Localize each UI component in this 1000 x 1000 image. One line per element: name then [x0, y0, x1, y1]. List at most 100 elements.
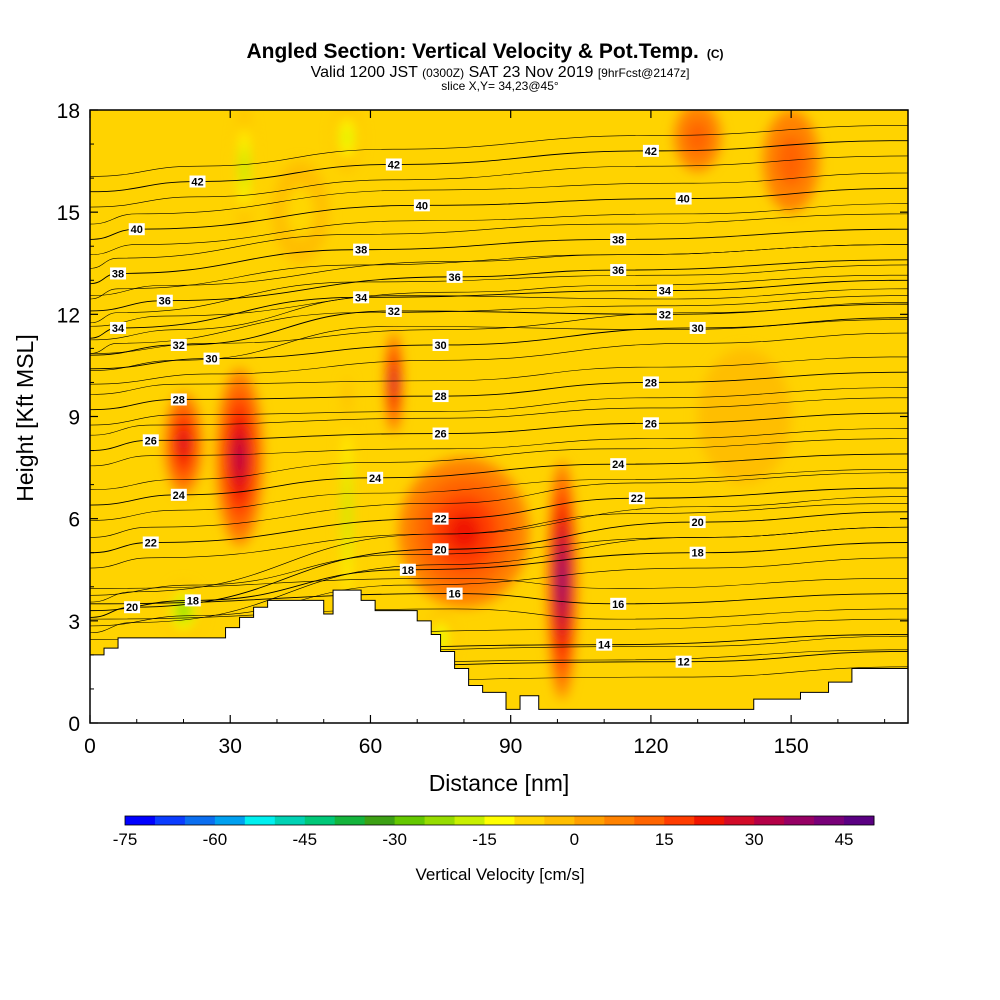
isentrope-18	[90, 542, 908, 612]
colorbar-swatch	[694, 816, 725, 825]
isentrope-label: 40	[675, 192, 692, 206]
isentrope-label-box	[110, 267, 127, 280]
y-tick-label: 9	[68, 407, 80, 430]
isentrope-label-text: 18	[187, 595, 199, 607]
colorbar-swatch	[304, 816, 336, 825]
colorbar-tick-label: 15	[655, 830, 674, 849]
isentrope-label-text: 38	[355, 245, 367, 257]
colorbar-ticks: -75 -60 -45 -30 -15 0 15 30 45	[113, 830, 854, 849]
colorbar-swatch	[125, 816, 156, 825]
isentrope-16	[90, 593, 908, 605]
colorbar-tick-label: -30	[382, 830, 407, 849]
isentrope-label-box	[189, 175, 206, 188]
isentrope-label: 30	[689, 321, 706, 335]
isentrope-36-minor-0	[90, 274, 908, 327]
isentrope-label-text: 18	[692, 548, 704, 560]
isentrope-label-text: 34	[355, 292, 368, 304]
isentrope-label-text: 42	[388, 159, 400, 171]
isentrope-42-minor-1	[90, 125, 908, 177]
y-tick-label: 0	[68, 713, 80, 736]
colorbar-swatch	[184, 816, 216, 825]
isentrope-label: 40	[128, 223, 145, 236]
velocity-blob-5-5	[345, 484, 349, 540]
velocity-blob-4-8	[560, 565, 564, 595]
isentrope-label-box	[656, 284, 673, 297]
isentrope-label-box	[142, 536, 159, 549]
isentrope-label: 38	[353, 243, 370, 257]
isentrope-label-box	[446, 270, 463, 283]
isentrope-label: 42	[385, 158, 402, 171]
isentrope-label: 32	[385, 304, 402, 318]
velocity-field	[164, 110, 820, 700]
isentrope-label-box	[110, 321, 127, 334]
isentrope-label-box	[656, 308, 673, 321]
isentrope-label: 22	[432, 512, 449, 526]
isentrope-label-text: 30	[205, 354, 217, 366]
colorbar-swatch	[394, 816, 426, 825]
isentrope-label-text: 24	[612, 459, 625, 471]
plot-area: 42 42 42 40 40 40 38 38 38 36 36 36 34 34 34 32 32 32 30 30…	[90, 110, 908, 723]
isentrope-lines	[90, 125, 908, 688]
isentrope-label-text: 12	[678, 657, 690, 669]
isentrope-label-box	[610, 597, 627, 610]
isentrope-label-text: 30	[434, 340, 446, 352]
colorbar-swatch	[604, 816, 635, 825]
y-axis-label: Height [Kft MSL]	[12, 334, 38, 501]
isentrope-38-minor-0	[90, 244, 908, 300]
isentrope-label-box	[689, 546, 706, 559]
isentrope-label-text: 16	[612, 599, 624, 611]
isentrope-26-minor-0	[90, 428, 908, 467]
colorbar-tick-label: -15	[472, 830, 497, 849]
isentrope-label-box	[432, 543, 449, 556]
isentrope-label-text: 26	[145, 435, 157, 447]
isentrope-label: 22	[142, 536, 159, 550]
colorbar-swatch	[844, 816, 875, 825]
isentrope-label-box	[642, 417, 659, 430]
isentrope-label: 34	[656, 284, 673, 297]
isentrope-label-box	[610, 233, 627, 246]
colorbar-swatch	[574, 816, 605, 825]
isentrope-label: 30	[432, 338, 449, 352]
isentrope-label: 12	[675, 655, 692, 669]
colorbar-swatch	[634, 816, 665, 825]
isentrope-label: 28	[642, 376, 659, 389]
isentrope-label-text: 32	[388, 306, 400, 318]
y-tick-label: 15	[57, 202, 80, 225]
isentrope-32-minor-0	[90, 319, 908, 371]
isentrope-label: 20	[124, 601, 141, 614]
isentrope-label-box	[353, 291, 370, 304]
isentrope-label-text: 28	[173, 394, 185, 406]
isentrope-label-box	[642, 376, 659, 389]
isentrope-label-box	[385, 158, 402, 171]
y-tick-label: 12	[57, 304, 80, 327]
velocity-blob-0-6	[235, 442, 244, 473]
isentrope-label-text: 22	[631, 493, 643, 505]
isentrope-label: 30	[203, 352, 220, 366]
isentrope-label-box	[432, 338, 449, 351]
isentrope-label: 28	[432, 390, 449, 403]
isentrope-label: 36	[610, 264, 627, 277]
isentrope-label: 42	[189, 175, 206, 189]
colorbar-swatch	[664, 816, 695, 825]
isentrope-label-text: 16	[448, 589, 460, 601]
isentrope-label: 18	[689, 546, 706, 560]
isentrope-labels: 42 42 42 40 40 40 38 38 38 36 36 36 34 34 34 32 32 32 30 30…	[110, 144, 706, 669]
isentrope-label-box	[124, 601, 141, 614]
isentrope-label-text: 34	[659, 285, 672, 297]
isentrope-label-text: 40	[416, 200, 428, 212]
colorbar-swatch	[754, 816, 785, 825]
chart-subtitle: Valid 1200 JST (0300Z) SAT 23 Nov 2019 […	[311, 64, 690, 81]
isentrope-34-minor-1	[90, 264, 908, 324]
isentrope-label-text: 20	[126, 602, 138, 614]
velocity-blob-13-1	[697, 348, 792, 485]
isentrope-label-box	[170, 338, 187, 351]
isentrope-label: 34	[110, 321, 127, 335]
isentrope-label: 20	[689, 516, 706, 529]
isentrope-label-box	[689, 321, 706, 334]
isentrope-28-minor-0	[90, 387, 908, 426]
colorbar-label: Vertical Velocity [cm/s]	[415, 865, 584, 884]
isentrope-label-text: 42	[645, 146, 657, 158]
isentrope-label: 16	[610, 597, 627, 611]
colorbar-swatch	[484, 816, 515, 825]
isentrope-label-box	[610, 458, 627, 471]
